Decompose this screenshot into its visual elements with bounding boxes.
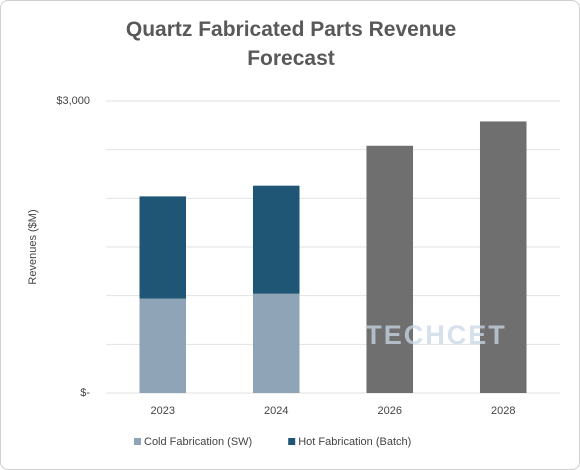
bar-segment bbox=[479, 121, 527, 393]
legend-swatch bbox=[134, 438, 141, 445]
x-tick-label: 2023 bbox=[151, 405, 175, 417]
bar-segment bbox=[366, 145, 414, 393]
legend-label: Hot Fabrication (Batch) bbox=[298, 436, 411, 448]
legend-label: Cold Fabrication (SW) bbox=[144, 436, 252, 448]
y-tick-label: $- bbox=[80, 387, 90, 399]
chart-title: Quartz Fabricated Parts Revenue Forecast bbox=[125, 18, 457, 70]
x-tick-label: 2026 bbox=[378, 405, 402, 417]
x-tick-label: 2028 bbox=[491, 405, 515, 417]
bar-segment bbox=[252, 293, 300, 393]
bar-segment bbox=[139, 196, 187, 299]
legend-swatch bbox=[288, 438, 296, 445]
x-tick-label: 2024 bbox=[264, 405, 288, 417]
bar-segment bbox=[252, 185, 300, 294]
y-axis-label: Revenues ($M) bbox=[27, 209, 39, 284]
bar-segment bbox=[139, 298, 187, 393]
watermark: TECHCET bbox=[365, 320, 507, 350]
y-tick-label: $3,000 bbox=[56, 95, 90, 107]
